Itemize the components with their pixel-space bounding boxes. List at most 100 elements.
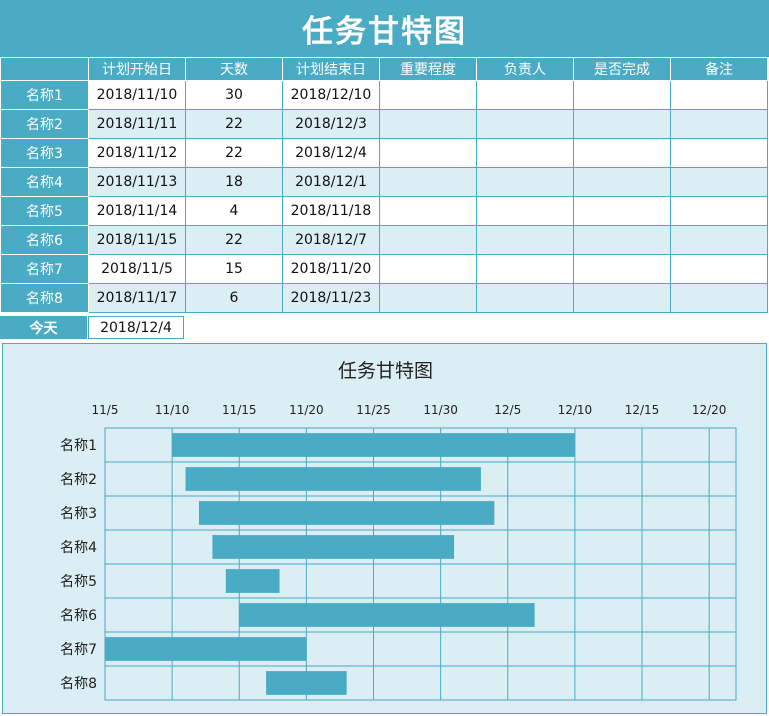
end-date-cell[interactable]: 2018/12/1 [282,167,380,197]
days-cell[interactable]: 15 [185,254,283,284]
table-row: 名称8 2018/11/17 6 2018/11/23 [0,283,768,313]
y-category-label: 名称2 [60,472,97,488]
done-cell[interactable] [573,283,671,313]
task-name-cell[interactable]: 名称4 [0,167,89,197]
start-date-cell[interactable]: 2018/11/13 [88,167,186,197]
chart-title: 任务甘特图 [338,360,433,382]
gantt-bar [266,671,347,695]
y-category-label: 名称8 [60,676,97,692]
gantt-bar [225,569,280,593]
days-cell[interactable]: 22 [185,138,283,168]
done-cell[interactable] [573,196,671,226]
priority-cell[interactable] [379,80,477,110]
notes-cell[interactable] [670,225,768,255]
table-row: 名称6 2018/11/15 22 2018/12/7 [0,225,768,255]
notes-cell[interactable] [670,283,768,313]
notes-cell[interactable] [670,138,768,168]
table-row: 名称5 2018/11/14 4 2018/11/18 [0,196,768,226]
end-date-cell[interactable]: 2018/12/7 [282,225,380,255]
priority-cell[interactable] [379,167,477,197]
column-header-done: 是否完成 [573,57,671,81]
task-name-cell[interactable]: 名称5 [0,196,89,226]
y-category-label: 名称3 [60,506,97,522]
priority-cell[interactable] [379,254,477,284]
gantt-chart[interactable]: 任务甘特图 11/5 11/10 11/15 11/20 11/25 11/30 12/5 12… [2,343,767,714]
owner-cell[interactable] [476,283,574,313]
gantt-chart-svg: 任务甘特图 11/5 11/10 11/15 11/20 11/25 11/30 12/5 12… [60,360,737,701]
end-date-cell[interactable]: 2018/12/10 [282,80,380,110]
end-date-cell[interactable]: 2018/12/4 [282,138,380,168]
today-label: 今天 [0,316,87,339]
column-header-priority: 重要程度 [379,57,477,81]
end-date-cell[interactable]: 2018/11/20 [282,254,380,284]
start-date-cell[interactable]: 2018/11/14 [88,196,186,226]
y-category-label: 名称1 [60,438,97,454]
end-date-cell[interactable]: 2018/11/23 [282,283,380,313]
priority-cell[interactable] [379,225,477,255]
days-cell[interactable]: 22 [185,225,283,255]
owner-cell[interactable] [476,167,574,197]
start-date-cell[interactable]: 2018/11/17 [88,283,186,313]
days-cell[interactable]: 4 [185,196,283,226]
gantt-bar [105,637,307,661]
task-name-cell[interactable]: 名称6 [0,225,89,255]
start-date-cell[interactable]: 2018/11/5 [88,254,186,284]
owner-cell[interactable] [476,80,574,110]
task-name-cell[interactable]: 名称7 [0,254,89,284]
task-name-cell[interactable]: 名称3 [0,138,89,168]
done-cell[interactable] [573,109,671,139]
gantt-bar [212,535,455,559]
priority-cell[interactable] [379,283,477,313]
notes-cell[interactable] [670,109,768,139]
end-date-cell[interactable]: 2018/12/3 [282,109,380,139]
gantt-bar [198,501,495,525]
priority-cell[interactable] [379,138,477,168]
done-cell[interactable] [573,225,671,255]
start-date-cell[interactable]: 2018/11/12 [88,138,186,168]
x-tick-label: 12/20 [692,403,727,417]
priority-cell[interactable] [379,109,477,139]
days-cell[interactable]: 22 [185,109,283,139]
start-date-cell[interactable]: 2018/11/15 [88,225,186,255]
start-date-cell[interactable]: 2018/11/10 [88,80,186,110]
gantt-bar [239,603,535,627]
x-tick-label: 11/20 [289,403,324,417]
end-date-cell[interactable]: 2018/11/18 [282,196,380,226]
x-tick-label: 11/30 [423,403,458,417]
notes-cell[interactable] [670,167,768,197]
days-cell[interactable]: 6 [185,283,283,313]
y-category-label: 名称5 [60,574,97,590]
column-header-corner [0,57,89,81]
y-category-label: 名称7 [60,642,97,658]
days-cell[interactable]: 18 [185,167,283,197]
owner-cell[interactable] [476,196,574,226]
column-header-start: 计划开始日 [88,57,186,81]
task-table: 计划开始日 天数 计划结束日 重要程度 负责人 是否完成 备注 名称1 2018… [0,57,768,313]
y-category-label: 名称4 [60,540,97,556]
start-date-cell[interactable]: 2018/11/11 [88,109,186,139]
column-header-owner: 负责人 [476,57,574,81]
x-tick-label: 12/10 [558,403,593,417]
x-tick-label: 11/25 [356,403,391,417]
notes-cell[interactable] [670,254,768,284]
table-header-row: 计划开始日 天数 计划结束日 重要程度 负责人 是否完成 备注 [0,57,768,81]
owner-cell[interactable] [476,109,574,139]
table-row: 名称1 2018/11/10 30 2018/12/10 [0,80,768,110]
task-name-cell[interactable]: 名称8 [0,283,89,313]
owner-cell[interactable] [476,254,574,284]
done-cell[interactable] [573,80,671,110]
priority-cell[interactable] [379,196,477,226]
task-name-cell[interactable]: 名称2 [0,109,89,139]
done-cell[interactable] [573,167,671,197]
today-value[interactable]: 2018/12/4 [88,316,184,339]
gantt-bar [172,433,575,457]
owner-cell[interactable] [476,225,574,255]
done-cell[interactable] [573,138,671,168]
task-name-cell[interactable]: 名称1 [0,80,89,110]
owner-cell[interactable] [476,138,574,168]
notes-cell[interactable] [670,80,768,110]
days-cell[interactable]: 30 [185,80,283,110]
notes-cell[interactable] [670,196,768,226]
x-tick-label: 12/5 [494,403,521,417]
done-cell[interactable] [573,254,671,284]
